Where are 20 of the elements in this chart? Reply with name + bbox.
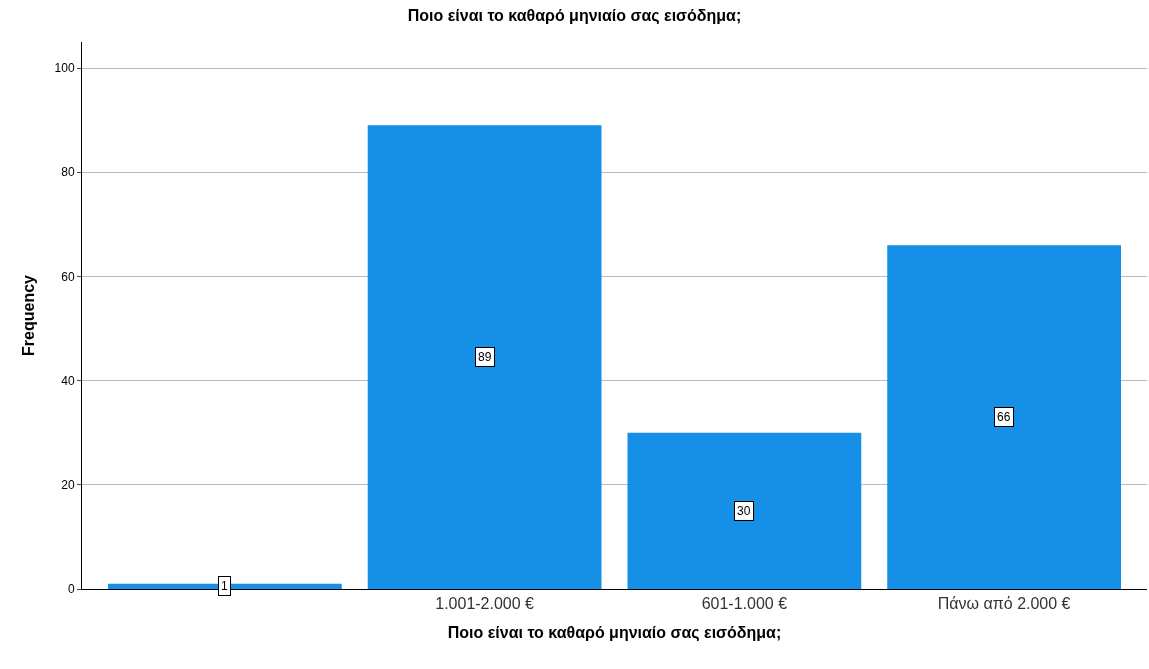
chart-title: Ποιο είναι το καθαρό μηνιαίο σας εισόδημα; (407, 7, 742, 26)
y-tick-label: 60 (61, 269, 75, 284)
y-tick-label: 40 (61, 373, 75, 388)
data-label: 30 (737, 504, 751, 518)
y-axis-title: Frequency (20, 274, 38, 356)
bar (627, 432, 862, 589)
data-label: 1 (221, 579, 228, 593)
data-label: 66 (997, 410, 1011, 424)
y-tick-label: 0 (67, 582, 75, 597)
y-tick-label: 100 (54, 61, 75, 76)
x-axis-title: Ποιο είναι το καθαρό μηνιαίο σας εισόδημα; (447, 623, 782, 642)
x-tick-label: 601-1.000 € (701, 595, 788, 613)
bar (107, 583, 342, 589)
bar (367, 125, 602, 589)
y-tick-label: 80 (61, 165, 75, 180)
y-tick-label: 20 (61, 478, 75, 493)
x-tick-label: Πάνω από 2.000 € (937, 595, 1071, 613)
bar (887, 245, 1122, 589)
data-label: 89 (478, 350, 492, 364)
x-tick-label: 1.001-2.000 € (435, 595, 535, 613)
